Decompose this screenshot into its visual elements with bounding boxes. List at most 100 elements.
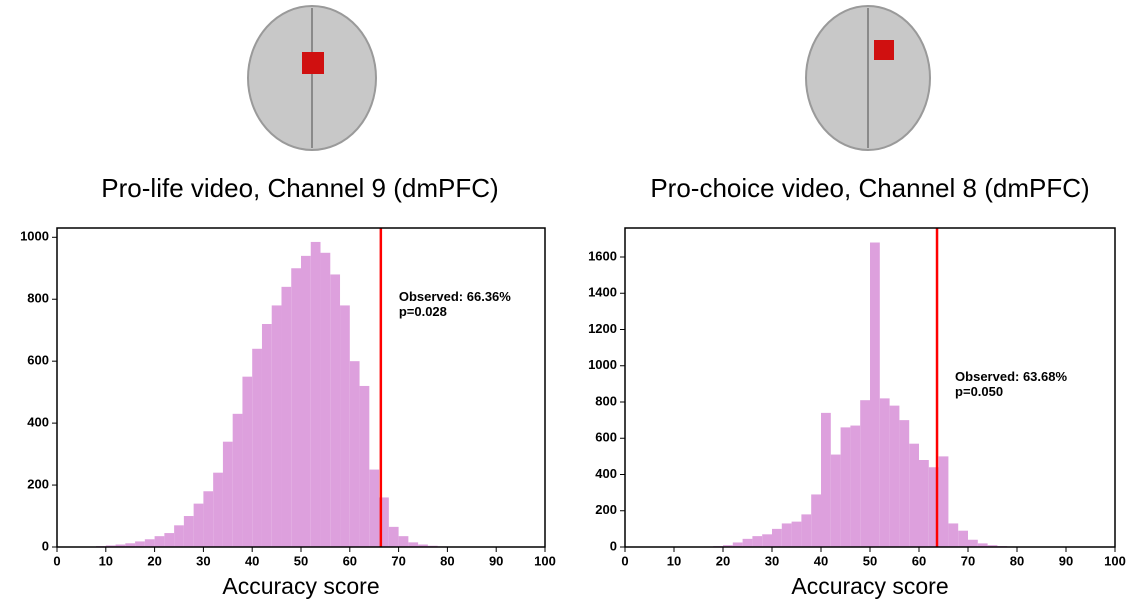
y-tick-label: 600 [595, 430, 617, 445]
bar [791, 521, 802, 547]
bar [252, 348, 262, 547]
bar [408, 542, 419, 547]
bar [320, 252, 331, 547]
bar [909, 443, 919, 547]
x-tick-label: 0 [53, 553, 60, 568]
bar [183, 516, 194, 547]
bar [752, 536, 763, 547]
x-tick-label: 60 [343, 553, 357, 568]
bar [889, 405, 900, 547]
bar [418, 544, 428, 547]
bar [369, 469, 380, 547]
bar [968, 539, 978, 547]
x-tick-label: 100 [534, 553, 556, 568]
bar [781, 523, 792, 547]
x-tick-label: 70 [391, 553, 405, 568]
x-tick-label: 20 [716, 553, 730, 568]
y-tick-label: 0 [610, 538, 617, 553]
x-tick-label: 80 [1010, 553, 1024, 568]
bar [977, 543, 988, 547]
x-tick-label: 80 [440, 553, 454, 568]
bar [125, 543, 136, 547]
bar [850, 425, 861, 547]
bar [222, 441, 233, 547]
bar [261, 324, 272, 547]
bar [948, 523, 959, 547]
bar [987, 545, 998, 547]
x-tick-label: 50 [294, 553, 308, 568]
x-tick-label: 20 [147, 553, 161, 568]
x-tick-label: 70 [961, 553, 975, 568]
y-tick-label: 800 [595, 393, 617, 408]
brain-image [805, 5, 931, 151]
bar [742, 538, 753, 547]
bar [879, 398, 890, 547]
bar [958, 530, 968, 547]
bar [398, 536, 409, 547]
x-tick-label: 90 [1059, 553, 1073, 568]
bar [340, 305, 350, 547]
bar [164, 533, 175, 547]
chart-title: Pro-life video, Channel 9 (dmPFC) [101, 173, 498, 203]
bar [388, 526, 399, 547]
chart-title: Pro-choice video, Channel 8 (dmPFC) [650, 173, 1089, 203]
x-tick-label: 50 [863, 553, 877, 568]
x-tick-label: 60 [912, 553, 926, 568]
bar [772, 528, 782, 547]
x-tick-label: 30 [765, 553, 779, 568]
x-axis-label: Accuracy score [222, 573, 379, 599]
annotation: p=0.028 [399, 304, 447, 319]
bar [899, 420, 910, 547]
bar [330, 274, 341, 547]
y-tick-label: 200 [27, 476, 49, 491]
bar [232, 413, 243, 547]
bar [281, 286, 292, 547]
bar [115, 544, 126, 547]
bar [271, 305, 282, 547]
y-tick-label: 1400 [588, 285, 617, 300]
bar [193, 503, 204, 547]
bar [291, 268, 301, 547]
bar [870, 242, 880, 547]
bar [821, 412, 831, 547]
y-tick-label: 600 [27, 353, 49, 368]
x-tick-label: 30 [196, 553, 210, 568]
bar [860, 400, 870, 547]
x-tick-label: 90 [489, 553, 503, 568]
brain-image [247, 5, 377, 151]
bar [840, 427, 851, 547]
annotation: Observed: 66.36% [399, 289, 511, 304]
x-tick-label: 10 [667, 553, 681, 568]
bar [732, 542, 743, 547]
y-tick-label: 800 [27, 291, 49, 306]
annotation: Observed: 63.68% [955, 369, 1067, 384]
bar [135, 541, 145, 547]
bar [144, 539, 155, 547]
bar [723, 545, 733, 547]
bar [830, 454, 841, 547]
bar [919, 460, 929, 547]
y-tick-label: 400 [27, 415, 49, 430]
x-tick-label: 0 [621, 553, 628, 568]
bar [213, 472, 223, 547]
x-tick-label: 40 [245, 553, 259, 568]
bar [811, 494, 821, 547]
bar [379, 497, 389, 547]
bar [203, 491, 214, 547]
bar [359, 385, 370, 547]
x-tick-label: 10 [99, 553, 113, 568]
y-tick-label: 200 [595, 502, 617, 517]
y-tick-label: 0 [42, 538, 49, 553]
bar [762, 534, 772, 547]
x-tick-label: 100 [1104, 553, 1126, 568]
y-tick-label: 1000 [20, 229, 49, 244]
x-tick-label: 40 [814, 553, 828, 568]
bar [105, 545, 116, 547]
bar [154, 536, 165, 547]
annotation: p=0.050 [955, 384, 1003, 399]
bar [174, 525, 184, 547]
bar [349, 361, 360, 547]
bar [310, 241, 321, 547]
y-tick-label: 400 [595, 466, 617, 481]
